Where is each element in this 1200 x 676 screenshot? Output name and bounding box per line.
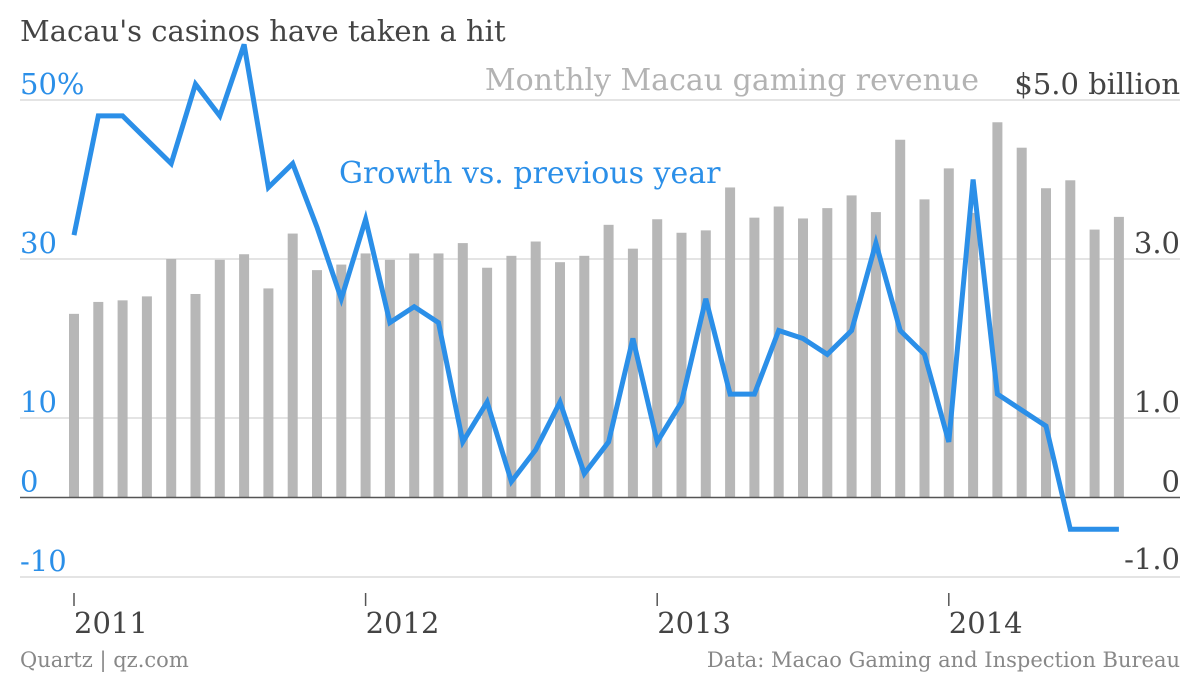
revenue-bar <box>360 253 371 498</box>
growth-line-layer <box>71 43 1119 532</box>
x-tick-label: 2013 <box>657 606 731 640</box>
revenue-bar <box>676 232 687 498</box>
x-tick-label: 2012 <box>366 606 440 640</box>
revenue-bar <box>117 300 128 498</box>
revenue-bar <box>482 267 493 498</box>
revenue-bar <box>190 293 201 498</box>
growth-line <box>71 43 1119 532</box>
right-tick-label: -1.0 <box>1124 542 1180 576</box>
revenue-bar <box>725 187 736 498</box>
revenue-bar <box>700 230 711 498</box>
source-credit: Quartz | qz.com <box>20 648 189 673</box>
revenue-bar <box>506 255 517 498</box>
revenue-bar <box>287 233 298 498</box>
left-tick-label: -10 <box>20 544 67 578</box>
revenue-bar <box>846 195 857 498</box>
revenue-bar <box>409 253 420 498</box>
x-tick-label: 2011 <box>74 606 148 640</box>
right-tick-label: 1.0 <box>1134 385 1180 419</box>
left-tick-label: 50% <box>20 67 84 101</box>
revenue-bar <box>627 248 638 498</box>
revenue-bar <box>336 264 347 498</box>
revenue-bar <box>919 199 930 498</box>
legend-growth: Growth vs. previous year <box>339 156 721 191</box>
revenue-bar <box>530 241 541 498</box>
revenue-bar <box>141 296 152 498</box>
revenue-bar <box>69 313 79 498</box>
revenue-bar <box>312 270 322 498</box>
data-source: Data: Macao Gaming and Inspection Bureau <box>707 648 1180 672</box>
revenue-bar <box>1113 216 1124 498</box>
right-axis-ticks: $5.0 billion 3.0 1.0 0 -1.0 <box>1014 67 1180 576</box>
x-axis: 2011 2012 2013 2014 <box>73 593 1023 640</box>
revenue-bar <box>773 206 784 498</box>
revenue-bar <box>263 288 274 498</box>
revenue-bar <box>1065 180 1076 498</box>
revenue-bar <box>555 262 565 498</box>
revenue-bar <box>433 253 444 498</box>
revenue-bar <box>992 122 1003 498</box>
revenue-bar <box>457 243 468 498</box>
legend-revenue: Monthly Macau gaming revenue <box>485 63 979 98</box>
revenue-bar <box>968 212 979 498</box>
revenue-bar <box>166 259 177 498</box>
left-tick-label: 10 <box>20 385 57 419</box>
right-tick-label: 0 <box>1162 465 1180 499</box>
revenue-bar <box>93 301 104 498</box>
revenue-bar <box>943 168 954 498</box>
revenue-bar <box>214 259 225 498</box>
revenue-bar <box>603 224 614 498</box>
chart-title: Macau's casinos have taken a hit <box>20 14 506 48</box>
revenue-bar <box>652 219 663 498</box>
x-tick-label: 2014 <box>949 606 1023 640</box>
left-tick-label: 30 <box>20 226 57 260</box>
revenue-bar <box>798 218 808 498</box>
revenue-bar <box>749 217 760 498</box>
revenue-bars <box>69 122 1124 498</box>
revenue-bar <box>1041 188 1051 498</box>
revenue-bar <box>239 254 250 498</box>
gridlines <box>20 99 1180 578</box>
revenue-bar <box>384 259 395 498</box>
revenue-bar <box>870 212 881 498</box>
revenue-bar <box>1016 147 1027 498</box>
right-tick-label: $5.0 billion <box>1014 67 1180 101</box>
left-tick-label: 0 <box>20 465 38 499</box>
revenue-bar <box>579 255 590 498</box>
revenue-bar <box>1089 229 1100 498</box>
left-axis-ticks: 50% 30 10 0 -10 <box>20 67 84 578</box>
revenue-bar <box>895 139 906 498</box>
right-tick-label: 3.0 <box>1134 226 1180 260</box>
